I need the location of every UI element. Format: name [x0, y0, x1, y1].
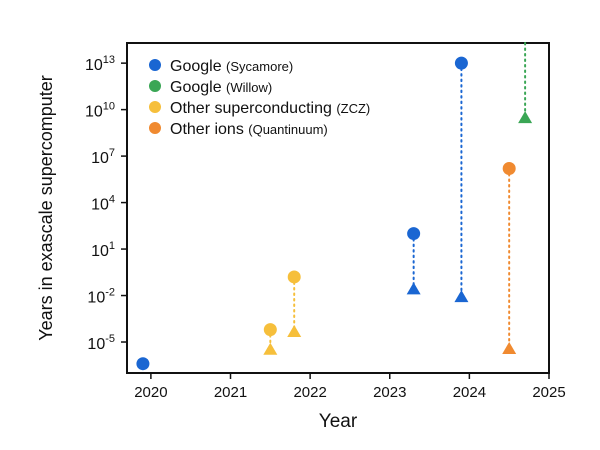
legend-entry: Google (Sycamore)	[170, 58, 293, 75]
legend-marker	[149, 80, 161, 92]
y-axis-label: Years in exascale supercomputer	[36, 75, 56, 340]
y-tick-label: 101	[91, 240, 115, 260]
x-tick-label: 2025	[532, 384, 565, 401]
y-tick-label: 10-5	[87, 333, 115, 353]
y-tick-label: 104	[91, 194, 115, 214]
plot-frame	[126, 42, 550, 374]
x-tick-label: 2024	[453, 384, 486, 401]
legend-entry: Google (Willow)	[170, 79, 272, 96]
triangle-marker	[502, 341, 517, 354]
x-axis-label: Year	[319, 411, 358, 432]
circle-marker	[287, 270, 301, 284]
triangle-marker	[287, 324, 302, 337]
circle-marker	[263, 323, 277, 337]
triangle-marker	[518, 111, 533, 124]
circle-marker	[407, 227, 421, 241]
x-tick-label: 2023	[373, 384, 406, 401]
x-tick-label: 2020	[134, 384, 167, 401]
y-tick-label: 1010	[85, 101, 115, 121]
x-tick-label: 2022	[293, 384, 326, 401]
triangle-marker	[263, 342, 278, 355]
circle-marker	[136, 357, 150, 371]
circle-marker	[454, 56, 468, 70]
legend-marker	[149, 59, 161, 71]
y-tick-label: 1013	[85, 54, 115, 74]
y-tick-label: 107	[91, 147, 115, 167]
triangle-marker	[406, 282, 421, 295]
circle-marker	[502, 161, 516, 175]
legend-entry: Other superconducting (ZCZ)	[170, 100, 370, 117]
legend-marker	[149, 101, 161, 113]
legend-entry: Other ions (Quantinuum)	[170, 121, 328, 138]
triangle-marker	[454, 290, 469, 303]
y-tick-label: 10-2	[87, 287, 115, 307]
legend-marker	[149, 122, 161, 134]
x-tick-label: 2021	[214, 384, 247, 401]
